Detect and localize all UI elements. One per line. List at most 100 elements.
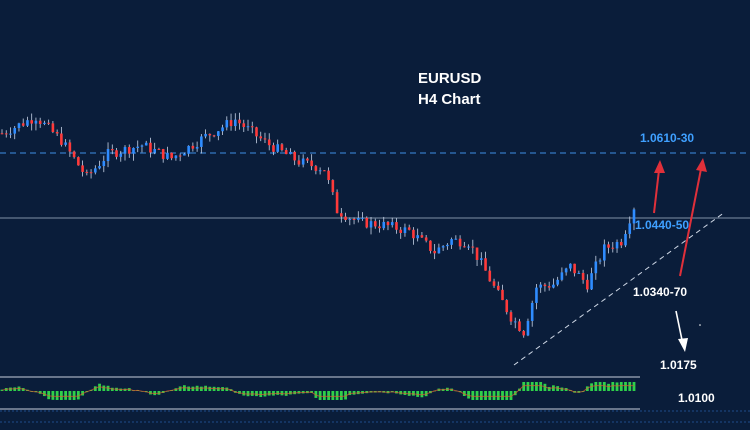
- candle-body: [77, 157, 80, 166]
- candle-body: [170, 152, 173, 159]
- candle-body: [450, 239, 453, 245]
- candle-body: [403, 227, 407, 233]
- histogram-bar: [552, 385, 555, 391]
- candle-body: [467, 246, 470, 248]
- histogram-bar: [530, 382, 534, 391]
- candle-body: [174, 155, 178, 159]
- candle-body: [539, 284, 542, 288]
- candle-body: [373, 221, 377, 227]
- candle-body: [161, 149, 165, 159]
- candle-body: [492, 281, 496, 286]
- histogram-bar: [318, 391, 322, 400]
- level-label-current: 1.0440-50: [635, 218, 689, 232]
- candle-body: [43, 122, 46, 124]
- candle-body: [611, 247, 615, 249]
- chart-subtitle: H4 Chart: [418, 91, 481, 108]
- histogram-bar: [590, 383, 593, 391]
- candle-body: [85, 171, 89, 173]
- candle-body: [522, 331, 526, 336]
- candle-body: [556, 279, 559, 285]
- histogram-bar: [484, 391, 487, 400]
- candle-body: [395, 222, 398, 230]
- candle-body: [480, 258, 483, 260]
- candle-body: [98, 166, 101, 169]
- candle-body: [607, 244, 610, 248]
- candle-body: [581, 272, 585, 280]
- candle-body: [166, 152, 169, 159]
- candle-body: [242, 123, 246, 127]
- candle-body: [21, 123, 25, 126]
- candle-body: [276, 144, 280, 152]
- candle-body: [110, 149, 114, 151]
- candle-body: [187, 145, 190, 154]
- candle-body: [437, 247, 441, 254]
- level-label-target-2: 1.0100: [678, 391, 715, 405]
- candle-body: [314, 166, 318, 171]
- candle-body: [195, 146, 199, 149]
- histogram-bar: [0, 389, 4, 391]
- candle-body: [573, 263, 576, 274]
- candle-body: [632, 209, 636, 224]
- histogram-bar: [505, 391, 509, 400]
- candle-body: [238, 119, 241, 124]
- arrow-down-icon: [675, 310, 688, 352]
- candle-body: [624, 233, 627, 246]
- candle-body: [157, 148, 161, 150]
- candle-body: [102, 161, 106, 167]
- candle-body: [615, 241, 619, 249]
- histogram-bar: [98, 383, 101, 391]
- histogram-bar: [68, 391, 72, 400]
- candle-body: [17, 123, 21, 129]
- histogram-bar: [615, 382, 619, 391]
- candle-body: [331, 180, 335, 193]
- candle-body: [26, 120, 29, 126]
- histogram-bar: [51, 391, 55, 400]
- histogram-bar: [471, 391, 475, 400]
- candlestick-series: [0, 112, 636, 338]
- level-label-target-1: 1.0175: [660, 358, 697, 372]
- histogram-bar: [59, 391, 63, 400]
- candle-body: [183, 153, 186, 156]
- histogram-bar: [416, 391, 420, 397]
- candle-body: [429, 240, 432, 251]
- chart-title: EURUSD: [418, 70, 482, 87]
- candle-body: [594, 261, 598, 274]
- histogram-bar: [492, 391, 496, 400]
- candle-body: [340, 213, 343, 217]
- candle-body: [4, 133, 8, 135]
- histogram-bar: [479, 391, 483, 400]
- histogram-bar: [263, 391, 267, 397]
- candle-body: [149, 142, 152, 153]
- candle-body: [603, 244, 606, 261]
- candle-body: [9, 133, 12, 135]
- candle-body: [13, 128, 17, 134]
- histogram-bar: [624, 382, 627, 391]
- trendline: [513, 211, 726, 366]
- candle-body: [68, 142, 72, 152]
- candle-body: [518, 321, 521, 332]
- candle-body: [471, 246, 475, 248]
- macd-signal-line: [1, 385, 634, 397]
- candle-body: [123, 147, 127, 154]
- candle-body: [543, 284, 547, 287]
- candle-body: [569, 263, 572, 269]
- histogram-bar: [259, 391, 263, 397]
- candle-body: [463, 246, 466, 248]
- candle-body: [94, 168, 97, 173]
- candle-body: [115, 150, 118, 157]
- histogram-bar: [322, 391, 326, 400]
- candle-body: [191, 145, 195, 149]
- arrow-up-icon: [679, 158, 707, 277]
- candle-body: [348, 218, 352, 220]
- candle-body: [420, 235, 424, 238]
- candle-body: [30, 120, 33, 124]
- histogram-bar: [47, 391, 51, 400]
- candle-body: [488, 270, 492, 282]
- histogram-bar: [607, 383, 610, 391]
- candle-body: [399, 229, 403, 233]
- candle-body: [225, 120, 229, 128]
- candle-body: [34, 120, 38, 124]
